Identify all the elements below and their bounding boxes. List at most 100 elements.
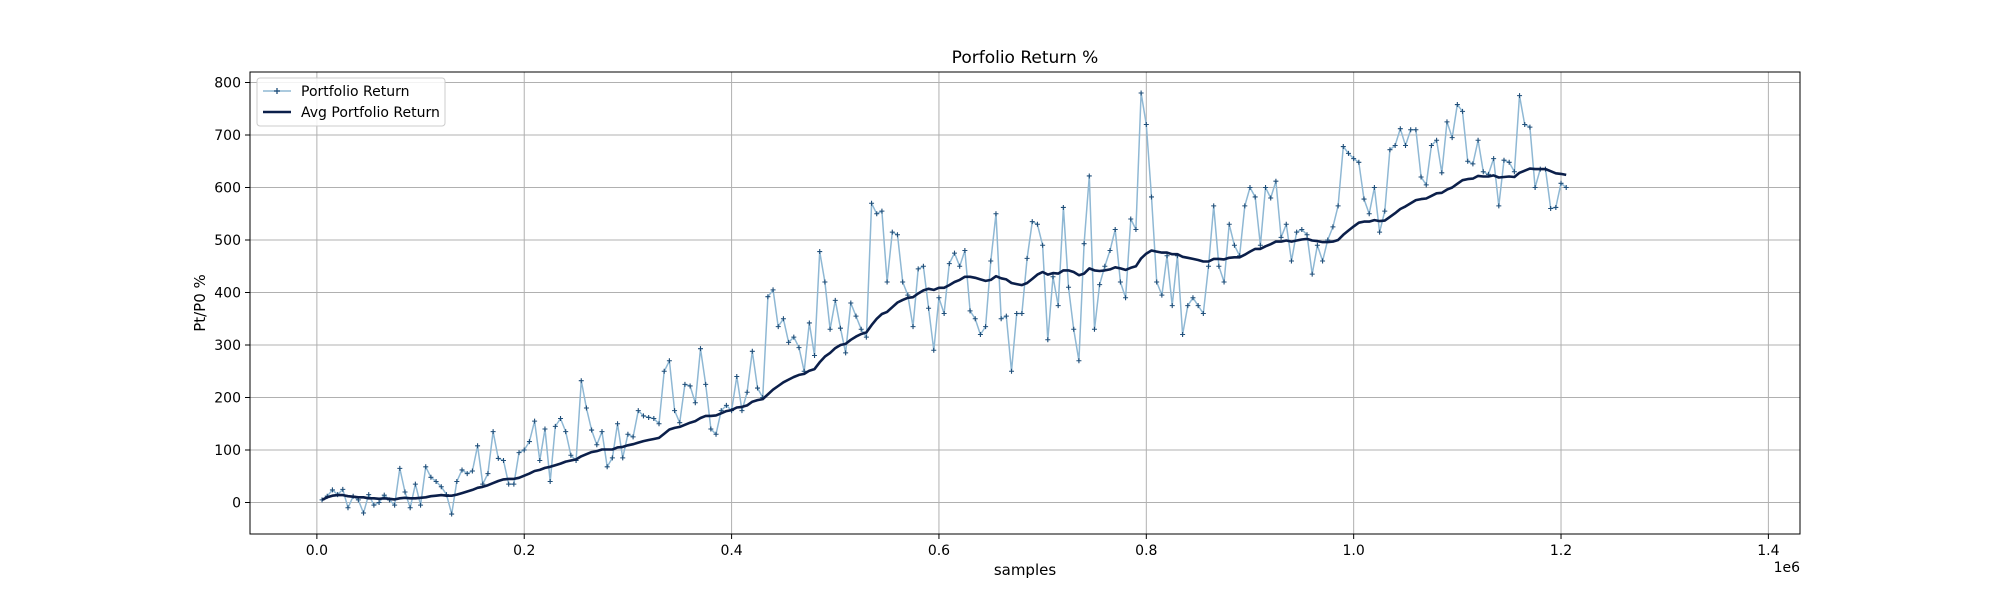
portfolio-return-point (558, 416, 564, 421)
portfolio-return-point (936, 295, 942, 301)
portfolio-return-point (843, 350, 849, 356)
portfolio-return-point (682, 381, 688, 387)
portfolio-return-point (1268, 195, 1274, 201)
portfolio-return-point (1216, 263, 1222, 269)
portfolio-return-point (1382, 208, 1388, 214)
portfolio-return-point (583, 405, 589, 411)
portfolio-return-point (786, 339, 792, 345)
portfolio-return-point (666, 358, 672, 364)
portfolio-return-point (1097, 282, 1103, 288)
portfolio-return-point (832, 297, 838, 303)
portfolio-return-point (1480, 169, 1486, 175)
portfolio-return-point (1548, 206, 1554, 211)
portfolio-return-point (1164, 253, 1170, 259)
portfolio-return-point (500, 458, 506, 463)
portfolio-return-point (1107, 248, 1113, 253)
portfolio-return-point (329, 487, 335, 493)
portfolio-return-point (1086, 173, 1092, 179)
portfolio-return-point (563, 429, 569, 435)
portfolio-return-point (542, 426, 548, 432)
portfolio-return-point (1413, 127, 1419, 133)
portfolio-return-point (1003, 313, 1009, 319)
portfolio-return-point (428, 474, 434, 480)
portfolio-return-point (708, 426, 714, 432)
portfolio-return-point (1428, 143, 1434, 148)
portfolio-return-point (402, 489, 408, 495)
portfolio-return-point (1371, 185, 1377, 190)
y-axis-label: Pt/P0 % (191, 274, 209, 332)
portfolio-return-point (703, 381, 709, 387)
portfolio-return-point (1511, 169, 1517, 175)
portfolio-return-point (1449, 135, 1455, 141)
portfolio-return-point (822, 279, 828, 285)
portfolio-return-point (526, 439, 532, 445)
portfolio-return-point (755, 385, 761, 391)
y-tick-label: 200 (214, 391, 241, 407)
portfolio-return-point (1257, 242, 1263, 248)
portfolio-return-point (739, 408, 745, 414)
portfolio-return-point (366, 492, 372, 498)
portfolio-return-point (1040, 242, 1046, 248)
portfolio-return-point (977, 332, 983, 337)
portfolio-return-point (1408, 127, 1414, 133)
portfolio-return-point (1501, 157, 1507, 163)
portfolio-return-point (1506, 159, 1512, 165)
portfolio-return-point (869, 200, 875, 206)
legend-label-portfolio-return: Portfolio Return (301, 84, 410, 100)
y-tick-label: 600 (214, 181, 241, 197)
portfolio-return-point (1278, 234, 1284, 240)
portfolio-return-point (1211, 203, 1217, 209)
grid-lines (250, 72, 1800, 534)
portfolio-return-point (1418, 174, 1424, 180)
portfolio-return-point (589, 427, 595, 433)
portfolio-return-point (418, 502, 424, 508)
portfolio-return-point (1226, 221, 1232, 227)
portfolio-return-point (397, 465, 403, 471)
portfolio-return-point (1299, 227, 1305, 232)
x-axis-ticks: 0.0 0.2 0.4 0.6 0.8 1.0 1.2 1.4 (306, 534, 1780, 559)
portfolio-return-point (381, 492, 387, 498)
portfolio-return-point (1185, 303, 1191, 309)
portfolio-return-point (1247, 185, 1253, 190)
portfolio-return-point (677, 420, 683, 426)
portfolio-return-point (1522, 122, 1528, 127)
portfolio-return-point (1288, 258, 1294, 264)
portfolio-return-point (1527, 124, 1533, 130)
portfolio-return-point (651, 416, 657, 421)
portfolio-return-point (1465, 158, 1471, 164)
portfolio-return-point (951, 250, 957, 256)
portfolio-return-point (900, 279, 906, 285)
portfolio-return-point (1403, 143, 1408, 148)
portfolio-return-point (1200, 311, 1206, 316)
portfolio-return-point (340, 486, 346, 492)
legend-marker-portfolio-return (274, 88, 280, 94)
portfolio-return-point (640, 413, 646, 419)
y-tick-label: 0 (232, 496, 241, 512)
portfolio-return-point (780, 316, 786, 322)
portfolio-return-point (926, 305, 932, 311)
portfolio-return-point (1138, 90, 1144, 96)
portfolio-return-point (1366, 211, 1372, 217)
portfolio-return-point (920, 263, 926, 269)
portfolio-return-point (423, 464, 429, 470)
portfolio-return-point (837, 325, 843, 331)
y-tick-label: 500 (214, 233, 241, 249)
portfolio-return-point (594, 442, 600, 448)
portfolio-return-point (1340, 144, 1346, 150)
y-tick-label: 300 (214, 338, 241, 354)
portfolio-return-point (1330, 224, 1336, 230)
portfolio-return-point (931, 347, 937, 353)
portfolio-return-point (1294, 229, 1300, 235)
legend-box (256, 77, 446, 127)
portfolio-return-point (941, 311, 947, 316)
portfolio-return-point (490, 429, 496, 435)
portfolio-return-point (1091, 326, 1097, 332)
portfolio-return-point (879, 208, 885, 214)
x-axis-offset-label: 1e6 (1774, 560, 1801, 576)
portfolio-return-point (1273, 178, 1279, 184)
portfolio-return-point (1231, 242, 1237, 248)
portfolio-return-point (1102, 263, 1108, 269)
portfolio-return-point (1148, 194, 1154, 200)
portfolio-return-point (1314, 242, 1320, 248)
portfolio-return-point (511, 481, 517, 487)
